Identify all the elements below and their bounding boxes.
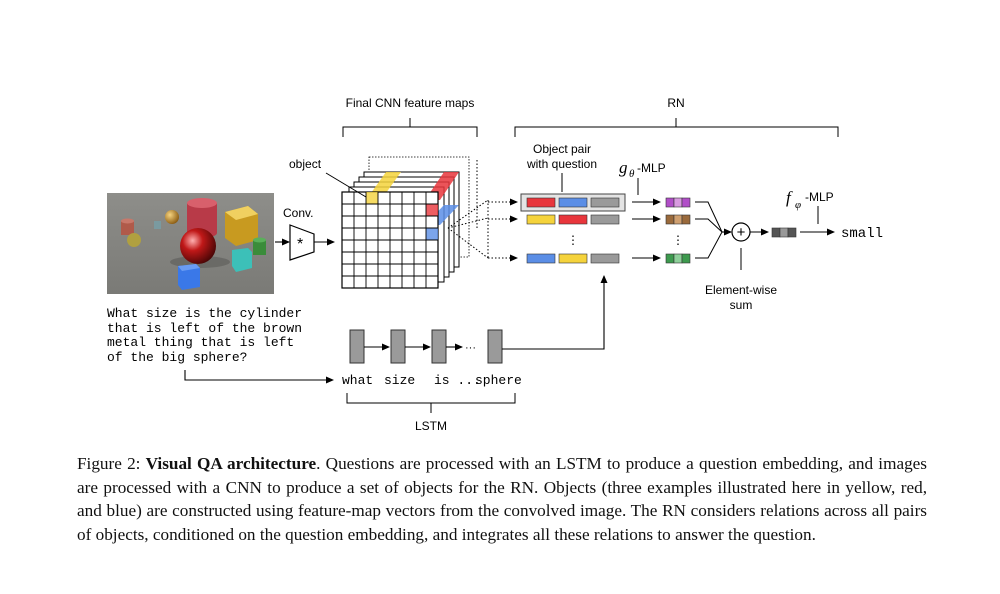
feature-map-front-grid <box>341 191 439 289</box>
lstm-dots: ··· <box>465 342 476 354</box>
word-what: what <box>342 373 373 388</box>
rn-label: RN <box>667 96 684 110</box>
g-mlp-suffix: -MLP <box>637 161 666 175</box>
lstm-label: LSTM <box>415 419 447 433</box>
g-mlp-symbol: g <box>619 158 628 177</box>
relations-vertical-dots: ⋮ <box>672 233 684 247</box>
f-mlp-symbol: f <box>786 188 793 207</box>
elementwise-label-line2: sum <box>730 298 753 312</box>
lstm-chain <box>349 329 503 364</box>
object-pair-label-line2: with question <box>526 157 597 171</box>
answer-text: small <box>841 226 883 242</box>
conv-block <box>289 224 315 261</box>
object-pair-label-line1: Object pair <box>533 142 591 156</box>
object-pair-vector-2 <box>526 214 620 225</box>
conv-symbol: * <box>297 236 303 253</box>
pairs-vertical-dots: ⋮ <box>567 233 579 247</box>
figure-caption: Figure 2: Visual QA architecture. Questi… <box>77 452 927 546</box>
relation-output-2 <box>665 214 691 225</box>
cnn-feature-maps-label: Final CNN feature maps <box>346 96 475 110</box>
cnn-maps-bracket <box>342 118 478 137</box>
relations-merge-lines <box>695 201 723 259</box>
word-is: is ... <box>434 373 481 388</box>
elementwise-label-line1: Element-wise <box>705 283 777 297</box>
object-label: object <box>289 157 322 171</box>
conv-label: Conv. <box>283 206 313 220</box>
sum-symbol: + <box>737 224 746 241</box>
caption-body: . Questions are processed with an LSTM t… <box>77 454 927 544</box>
caption-prefix: Figure 2: <box>77 454 146 473</box>
g-mlp-subscript: θ <box>629 168 635 180</box>
clevr-scene-image <box>107 193 274 294</box>
visual-qa-architecture-diagram: Conv. * Final CNN feature maps object <box>107 96 883 433</box>
question-text: What size is the cylinder that is left o… <box>107 306 303 365</box>
word-size: size <box>384 373 415 388</box>
yellow-object-column <box>371 172 401 193</box>
lstm-bracket <box>346 393 516 413</box>
f-mlp-suffix: -MLP <box>805 190 834 204</box>
word-sphere: sphere <box>475 373 522 388</box>
relation-output-3 <box>665 253 691 264</box>
f-mlp-subscript: φ <box>795 199 801 211</box>
object-pair-vector-1 <box>520 193 626 212</box>
object-selection-connectors <box>447 160 489 259</box>
object-pointer-line <box>325 172 367 198</box>
relation-output-1 <box>665 197 691 208</box>
question-embedding-arrow <box>502 275 608 350</box>
summed-relation-vector <box>771 227 797 238</box>
caption-title: Visual QA architecture <box>145 454 317 473</box>
question-to-lstm-arrow <box>184 370 334 384</box>
object-pair-vector-3 <box>526 253 620 264</box>
rn-bracket <box>514 118 839 137</box>
